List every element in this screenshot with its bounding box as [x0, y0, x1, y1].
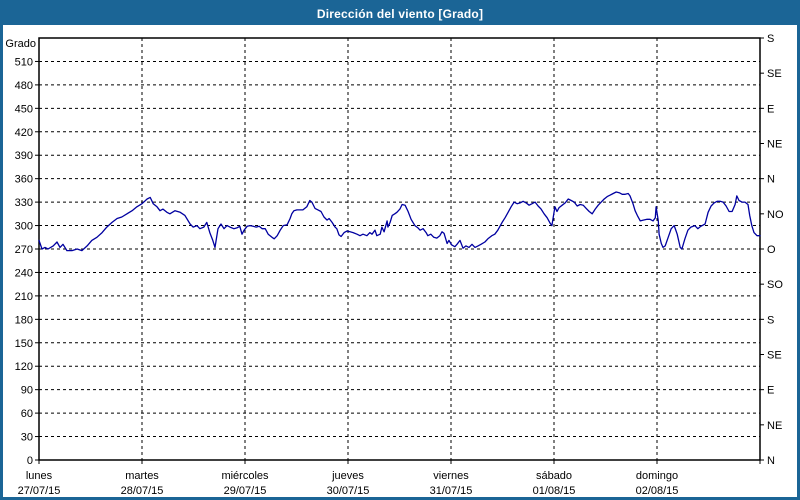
y-tick-label: 150 — [15, 338, 33, 350]
day-date-label: 01/08/15 — [533, 485, 576, 497]
compass-label: SE — [767, 350, 782, 362]
day-date-label: 28/07/15 — [121, 485, 164, 497]
y-tick-label: 0 — [27, 455, 33, 467]
day-date-label: 30/07/15 — [327, 485, 370, 497]
chart-area: 0 30 60 90 120 150 180 210 240 270 300 330 360 390 420… — [3, 25, 797, 497]
y-tick-label: 30 — [21, 432, 33, 444]
y-tick-label: 480 — [15, 80, 33, 92]
y-tick-label: 510 — [15, 56, 33, 68]
y-tick-label: 330 — [15, 197, 33, 209]
title-bar: Dirección del viento [Grado] — [3, 3, 797, 25]
y-tick-label: 120 — [15, 361, 33, 373]
compass-label: O — [767, 244, 776, 256]
compass-label: SO — [767, 279, 783, 291]
day-date-label: 27/07/15 — [18, 485, 61, 497]
day-date-label: 29/07/15 — [224, 485, 267, 497]
y-tick-label: 300 — [15, 221, 33, 233]
day-name-label: domingo — [636, 470, 678, 482]
y-tick-label: 210 — [15, 291, 33, 303]
day-name-label: martes — [125, 470, 159, 482]
day-name-label: miércoles — [221, 470, 269, 482]
y-tick-label: 420 — [15, 127, 33, 139]
compass-label: NO — [767, 209, 784, 221]
y-tick-label: 450 — [15, 103, 33, 115]
chart-title: Dirección del viento [Grado] — [316, 7, 484, 21]
series-line — [38, 191, 761, 252]
y-tick-label: 240 — [15, 267, 33, 279]
compass-label: E — [767, 103, 774, 115]
day-date-label: 02/08/15 — [636, 485, 679, 497]
day-date-label: 31/07/15 — [430, 485, 473, 497]
day-name-label: sábado — [536, 470, 572, 482]
y-tick-label: 90 — [21, 385, 33, 397]
compass-label: N — [767, 174, 775, 186]
plot-border — [38, 37, 761, 461]
compass-label: N — [767, 455, 775, 467]
compass-label: S — [767, 33, 774, 45]
compass-label: SE — [767, 68, 782, 80]
compass-label: NE — [767, 420, 782, 432]
y-axis-title: Grado — [5, 38, 36, 50]
compass-label: E — [767, 385, 774, 397]
y-tick-label: 270 — [15, 244, 33, 256]
compass-label: NE — [767, 139, 782, 151]
y-tick-label: 60 — [21, 408, 33, 420]
compass-label: S — [767, 314, 774, 326]
y-tick-label: 180 — [15, 314, 33, 326]
day-name-label: lunes — [26, 470, 53, 482]
y-tick-label: 390 — [15, 150, 33, 162]
wind-direction-line-chart: 0 30 60 90 120 150 180 210 240 270 300 330 360 390 420… — [5, 33, 784, 497]
day-name-label: jueves — [331, 470, 364, 482]
y-tick-label: 360 — [15, 174, 33, 186]
day-name-label: viernes — [433, 470, 469, 482]
